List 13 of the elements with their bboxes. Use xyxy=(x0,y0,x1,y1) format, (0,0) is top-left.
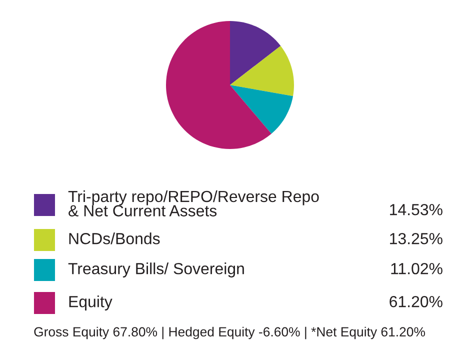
legend-label: Tri-party repo/REPO/Reverse Repo & Net Current Assets xyxy=(68,190,319,216)
pie-slice xyxy=(230,46,294,96)
data-label: 14.53% xyxy=(390,204,442,216)
legend-label: NCDs/Bonds xyxy=(69,232,160,244)
legend-label: Equity xyxy=(69,296,112,310)
text: Gross Equity 67.80% | Hedged Equity -6.60% | *Net Equity 61.20% xyxy=(34,326,425,340)
data-label: 61.20% xyxy=(390,296,442,308)
pie-slice xyxy=(230,21,281,85)
pie-slice xyxy=(230,85,294,134)
data-label: 13.25% xyxy=(390,232,442,244)
legend-label: Treasury Bills/ Sovereign xyxy=(68,262,244,278)
data-label: 11.02% xyxy=(391,262,442,274)
pie-slice xyxy=(166,21,272,149)
